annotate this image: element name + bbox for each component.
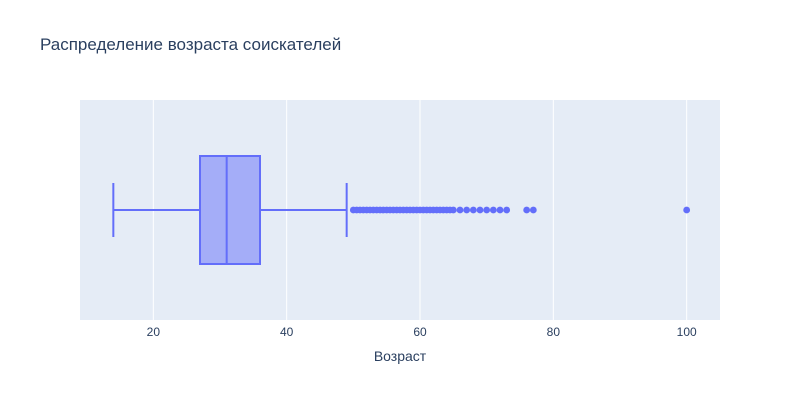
- chart-title: Распределение возраста соискателей: [40, 35, 341, 54]
- outlier-point: [469, 206, 477, 214]
- x-tick-label: 60: [413, 325, 427, 339]
- outlier-point: [483, 206, 491, 214]
- x-tick-label: 20: [147, 325, 161, 339]
- outlier-point: [683, 206, 691, 214]
- iqr-box: [199, 155, 261, 265]
- x-axis-ticks: 20 40 60 80 100: [147, 325, 697, 339]
- outlier-points: [349, 206, 691, 214]
- x-tick-label: 100: [677, 325, 697, 339]
- x-tick-label: 80: [547, 325, 561, 339]
- outlier-point: [523, 206, 531, 214]
- outlier-point: [449, 206, 457, 214]
- outlier-point: [489, 206, 497, 214]
- outlier-point: [463, 206, 471, 214]
- x-tick-label: 40: [280, 325, 294, 339]
- outlier-point: [456, 206, 464, 214]
- box-trace: [112, 155, 348, 265]
- outlier-point: [503, 206, 511, 214]
- outlier-point: [476, 206, 484, 214]
- outlier-point: [496, 206, 504, 214]
- x-axis-title: Возраст: [374, 348, 427, 364]
- outlier-point: [529, 206, 537, 214]
